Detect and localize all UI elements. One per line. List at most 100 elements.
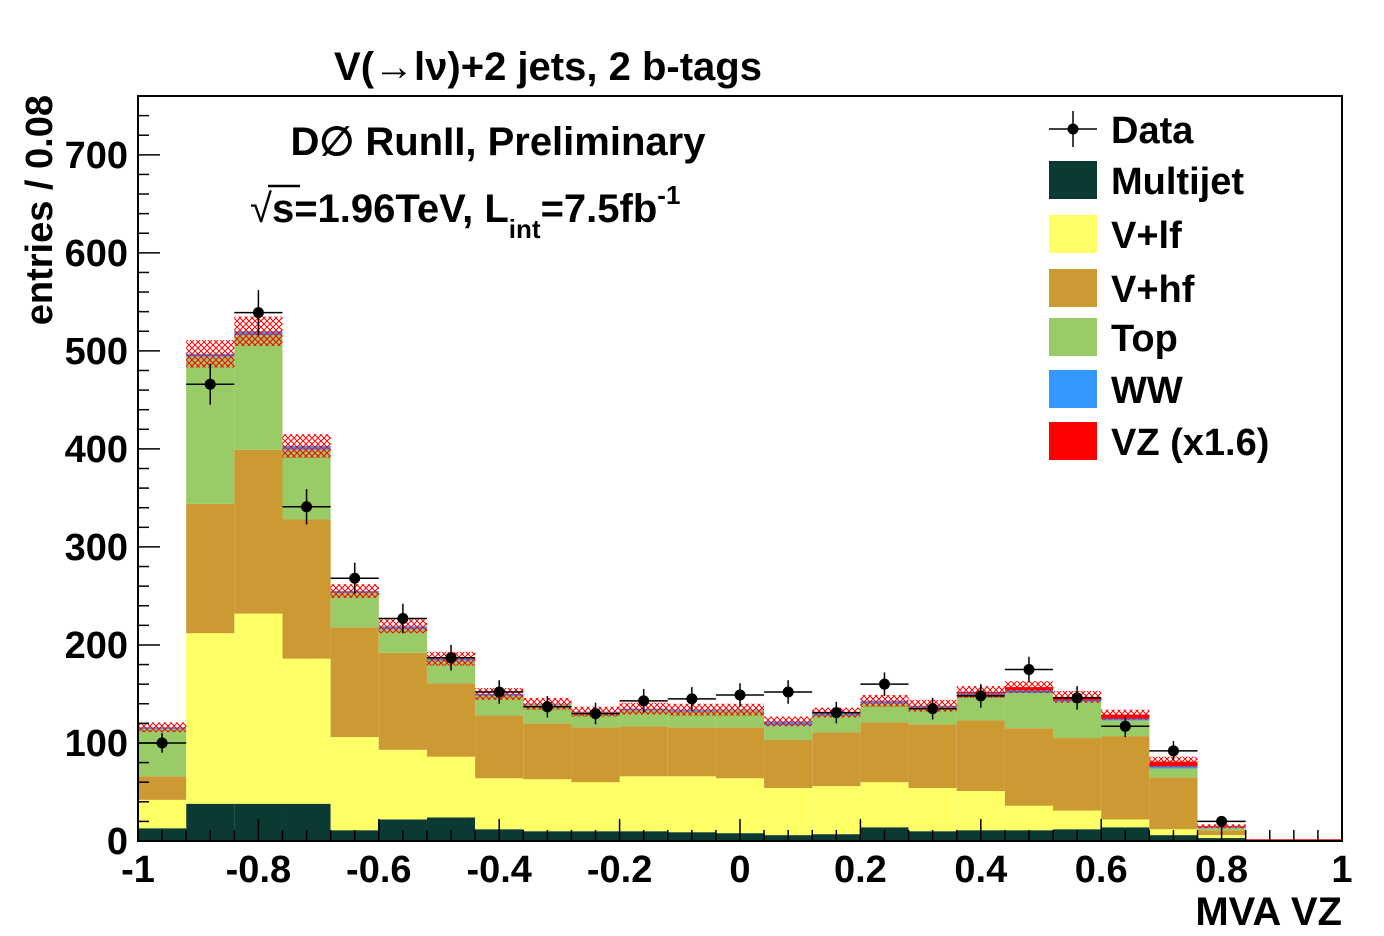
bar-segment xyxy=(1149,768,1198,778)
uncertainty-band xyxy=(282,434,331,458)
data-point xyxy=(860,672,909,696)
bar-segment xyxy=(1053,738,1102,811)
uncertainty-band xyxy=(764,716,813,727)
data-point xyxy=(715,683,765,707)
legend-entry-v-hf: V+hf xyxy=(1049,269,1195,311)
bar-segment xyxy=(282,519,331,659)
uncertainty-band xyxy=(1004,681,1054,693)
bar-segment xyxy=(764,740,813,789)
bar-segment xyxy=(475,695,524,716)
bar-segment xyxy=(715,727,765,779)
data-point xyxy=(908,697,957,720)
y-tick-label: 700 xyxy=(65,135,128,177)
data-point xyxy=(619,689,668,713)
bar-segment xyxy=(234,449,283,614)
bar-segment xyxy=(186,633,235,804)
bar-segment xyxy=(1149,766,1198,769)
legend-entry-ww: WW xyxy=(1049,370,1183,412)
x-tick-label: 0.6 xyxy=(1075,849,1128,891)
data-point xyxy=(378,603,427,634)
bar-segment xyxy=(1101,736,1150,820)
data-point xyxy=(667,687,716,711)
uncertainty-band xyxy=(1101,709,1150,720)
bar-segment xyxy=(764,725,813,741)
uncertainty-band xyxy=(860,694,909,707)
uncertainty-band xyxy=(715,703,765,716)
x-axis-label: MVA VZ xyxy=(1195,890,1342,934)
bar-segment xyxy=(1149,777,1198,830)
bar-segment xyxy=(860,782,909,828)
sqrt-symbol: √ xyxy=(250,187,272,231)
bar-segment xyxy=(860,722,909,783)
y-tick-label: 400 xyxy=(65,429,128,471)
bar-segment xyxy=(812,732,861,787)
legend-label: WW xyxy=(1111,370,1183,412)
data-point xyxy=(475,680,524,704)
bar-segment xyxy=(378,749,427,820)
bar-segment xyxy=(956,720,1005,792)
legend-entry-top: Top xyxy=(1049,318,1178,360)
y-tick-label: 500 xyxy=(65,331,128,373)
bar-segment xyxy=(571,727,620,783)
bar-segment xyxy=(378,629,427,653)
legend-label: Multijet xyxy=(1111,161,1244,203)
lumi-value: =7.5fb xyxy=(541,187,658,231)
energy-luminosity-label: √s=1.96TeV, Lint=7.5fb-1 xyxy=(250,180,680,244)
legend-entry-multijet: Multijet xyxy=(1049,161,1244,203)
uncertainty-band xyxy=(138,722,187,733)
energy-main: s=1.96TeV, L xyxy=(272,187,509,231)
bar-segment xyxy=(619,710,668,727)
x-tick-label: 0.8 xyxy=(1195,849,1248,891)
legend-label: Data xyxy=(1111,110,1194,152)
bar-segment xyxy=(812,715,861,733)
bar-segment xyxy=(330,737,379,831)
axes: -1 -0.8 -0.6 -0.4 -0.2 0 0.2 0.4 0.6 0.8 1 0 100 200 3… xyxy=(65,114,1353,891)
bar-segment xyxy=(667,776,716,833)
lumi-superscript: -1 xyxy=(657,180,680,210)
bar-segment xyxy=(667,727,716,777)
legend-label: Top xyxy=(1111,318,1178,360)
x-tick-label: -0.8 xyxy=(226,849,291,891)
y-tick-label: 600 xyxy=(65,233,128,275)
bar-segment xyxy=(812,786,861,835)
bar-segment xyxy=(860,703,909,723)
bar-segment xyxy=(908,788,957,832)
bar-segment xyxy=(1101,819,1150,828)
data-points xyxy=(138,290,1246,827)
bar-segment xyxy=(186,503,235,634)
legend-label: V+lf xyxy=(1111,215,1182,257)
legend-label: VZ (x1.6) xyxy=(1111,422,1269,464)
data-point xyxy=(571,702,620,725)
legend-entry-vz-x1-6: VZ (x1.6) xyxy=(1049,422,1269,464)
bar-segment xyxy=(667,711,716,728)
bar-segment xyxy=(426,660,476,684)
legend-entry-data: Data xyxy=(1049,110,1194,152)
uncertainty-band xyxy=(1149,756,1198,767)
x-tick-label: -0.2 xyxy=(587,849,652,891)
legend: Data Multijet V+lf V+hf Top WW VZ (x1.6) xyxy=(1049,110,1269,464)
data-point xyxy=(426,644,476,671)
data-point xyxy=(234,290,283,336)
x-tick-label: -1 xyxy=(121,849,155,891)
y-tick-label: 200 xyxy=(65,625,128,667)
bar-segment xyxy=(523,723,572,780)
x-tick-label: 0.2 xyxy=(834,849,887,891)
bar-segment xyxy=(426,683,476,757)
experiment-label: D∅ RunII, Preliminary xyxy=(291,120,707,164)
data-point xyxy=(956,684,1005,708)
bar-segment xyxy=(1004,692,1054,729)
series-v-lf xyxy=(138,613,1246,839)
data-point xyxy=(1101,715,1150,738)
bar-segment xyxy=(426,756,476,818)
data-point xyxy=(282,489,331,525)
bar-segment xyxy=(1004,728,1054,806)
bar-segment xyxy=(619,776,668,832)
bar-segment xyxy=(1053,810,1102,830)
bar-segment xyxy=(571,782,620,832)
x-tick-label: -0.4 xyxy=(466,849,531,891)
y-tick-label: 0 xyxy=(107,821,128,863)
bar-segment xyxy=(330,592,379,628)
data-point xyxy=(1004,656,1054,683)
bar-segment xyxy=(475,715,524,779)
